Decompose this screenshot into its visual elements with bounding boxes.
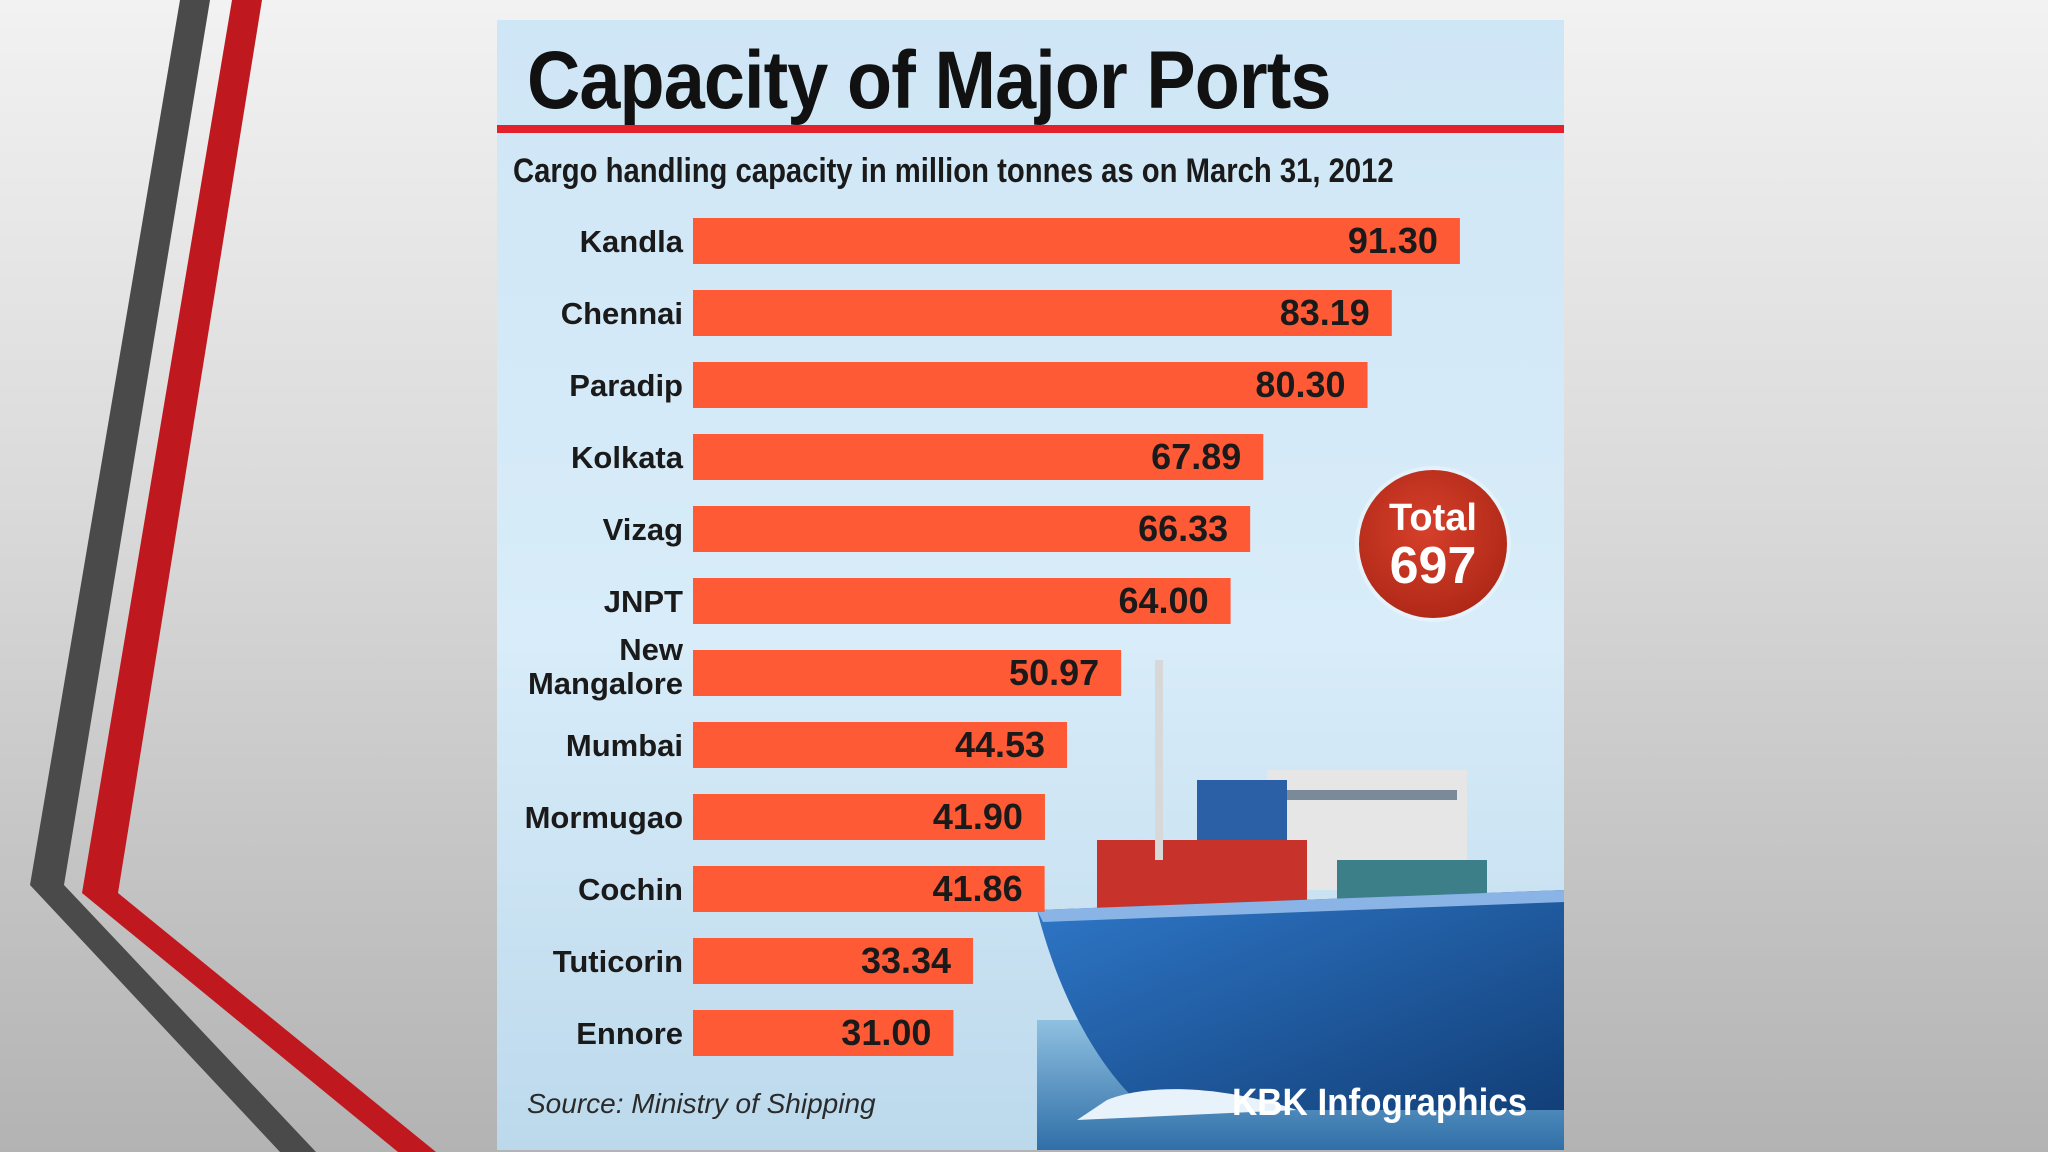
category-label-line: New — [619, 632, 684, 667]
category-label: New Mangalore — [528, 632, 684, 701]
ship-mast — [1155, 660, 1163, 860]
chart-subtitle: Cargo handling capacity in million tonne… — [513, 152, 1394, 190]
bar-value-label: 50.97 — [1009, 652, 1099, 693]
ship-deck-edge — [1037, 890, 1564, 922]
chart-title: Capacity of Major Ports — [527, 35, 1331, 126]
bar-value-label: 80.30 — [1255, 364, 1345, 405]
red-chevron-stripe — [82, 0, 436, 1152]
category-label-line: Ennore — [576, 1016, 683, 1051]
bar-mumbai — [693, 722, 1068, 768]
bar-jnpt — [693, 578, 1231, 624]
bar-value-label: 33.34 — [861, 940, 951, 981]
bar-vizag — [693, 506, 1251, 552]
bar-value-label: 91.30 — [1348, 220, 1438, 261]
category-label: Kolkata — [571, 440, 684, 475]
bar-value-label: 31.00 — [841, 1012, 931, 1053]
category-label: Cochin — [578, 872, 683, 907]
category-label: JNPT — [604, 584, 683, 619]
category-label: Mormugao — [525, 800, 683, 835]
category-label-line: Vizag — [603, 512, 683, 547]
container-stack-red — [1097, 840, 1307, 910]
bar-ennore — [693, 1010, 954, 1056]
bar-value-label: 66.33 — [1138, 508, 1228, 549]
total-badge: Total 697 — [1359, 470, 1507, 618]
total-badge-value: 697 — [1389, 537, 1477, 595]
category-label: Chennai — [561, 296, 683, 331]
bar-paradip — [693, 362, 1368, 408]
bar-value-label: 44.53 — [955, 724, 1045, 765]
bar-mormugao — [693, 794, 1045, 840]
title-underline — [497, 125, 1564, 133]
bar-new-mangalore — [693, 650, 1122, 696]
gray-chevron-stripe — [30, 0, 316, 1152]
category-label-line: Cochin — [578, 872, 683, 907]
category-label: Ennore — [576, 1016, 683, 1051]
bar-value-label: 67.89 — [1151, 436, 1241, 477]
category-label: Vizag — [603, 512, 683, 547]
total-badge-label: Total — [1389, 497, 1477, 539]
category-label-line: Mangalore — [528, 666, 683, 701]
source-note: Source: Ministry of Shipping — [527, 1088, 876, 1119]
bow-wave — [1077, 1089, 1297, 1120]
bar-cochin — [693, 866, 1045, 912]
bar-chart: 91.30 Kandla 83.19 Chennai 80.30 Paradip 67.89… — [525, 218, 1460, 1056]
category-label-line: Kandla — [580, 224, 684, 259]
bar-chennai — [693, 290, 1392, 336]
category-label-line: Tuticorin — [553, 944, 683, 979]
bar-value-label: 83.19 — [1280, 292, 1370, 333]
infographics-credit: KBK Infographics — [1232, 1082, 1528, 1124]
ship-windows — [1277, 790, 1457, 800]
bar-kandla — [693, 218, 1460, 264]
category-label-line: Mumbai — [566, 728, 683, 763]
category-label-line: Mormugao — [525, 800, 683, 835]
bar-kolkata — [693, 434, 1264, 480]
category-label-line: JNPT — [604, 584, 683, 619]
bar-value-label: 41.90 — [933, 796, 1023, 837]
category-label: Kandla — [580, 224, 684, 259]
category-label: Tuticorin — [553, 944, 683, 979]
container-ship-illustration — [1037, 660, 1564, 1150]
category-label: Paradip — [569, 368, 683, 403]
category-label-line: Chennai — [561, 296, 683, 331]
category-label-line: Paradip — [569, 368, 683, 403]
category-label: Mumbai — [566, 728, 683, 763]
ship-hull — [1037, 890, 1564, 1110]
bar-tuticorin — [693, 938, 974, 984]
category-label-line: Kolkata — [571, 440, 684, 475]
infographic-card: Capacity of Major Ports Cargo handling c… — [497, 20, 1564, 1150]
bar-value-label: 41.86 — [933, 868, 1023, 909]
bar-value-label: 64.00 — [1119, 580, 1209, 621]
